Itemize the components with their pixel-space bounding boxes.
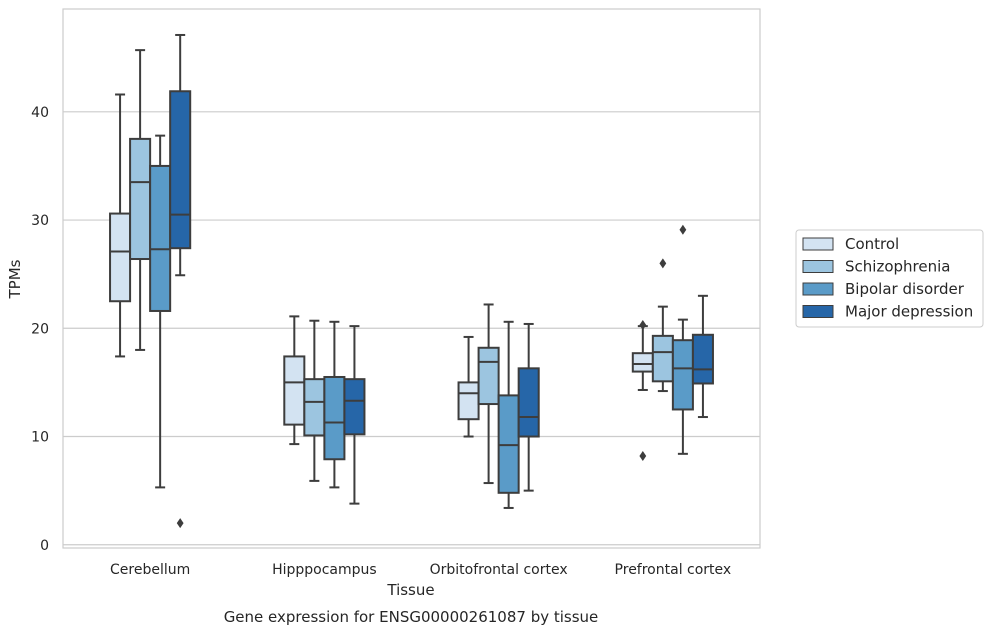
box-group (323, 320, 346, 489)
outlier-point (639, 451, 647, 462)
box-group (283, 315, 306, 446)
legend-frame (795, 229, 984, 328)
box (169, 90, 192, 250)
box (129, 137, 152, 261)
box (303, 378, 326, 437)
legend-label: Schizophrenia (845, 258, 950, 276)
y-tick-label: 40 (31, 105, 49, 121)
outlier-point (679, 224, 687, 235)
box (631, 352, 654, 373)
y-tick-label: 20 (31, 321, 49, 337)
x-axis-title: Tissue (386, 581, 434, 599)
legend-label: Bipolar disorder (845, 280, 965, 298)
legend-items: Control Schizophrenia Bipolar disorder Majo… (802, 235, 973, 321)
box-layer (109, 33, 714, 529)
box-group (169, 33, 192, 529)
x-tick-labels: Cerebellum Hipppocampus Orbitofrontal cort… (110, 562, 731, 578)
box (691, 333, 714, 385)
box-group (691, 294, 714, 419)
box-group (671, 224, 694, 455)
box (149, 164, 172, 312)
box-group (303, 319, 326, 482)
legend-swatch (802, 237, 834, 251)
outlier-point (176, 518, 184, 529)
box-group (109, 93, 132, 358)
box-group (457, 335, 480, 438)
box (283, 355, 306, 426)
box-group (129, 49, 152, 351)
x-tick-label: Orbitofrontal cortex (430, 562, 568, 578)
box (323, 375, 346, 461)
chart-caption: Gene expression for ENSG00000261087 by t… (224, 608, 599, 626)
box (109, 212, 132, 303)
box (671, 339, 694, 411)
x-tick-label: Hipppocampus (272, 562, 377, 578)
box-group (651, 258, 674, 393)
legend: Control Schizophrenia Bipolar disorder Majo… (795, 229, 984, 328)
y-tick-label: 10 (31, 430, 49, 446)
legend-swatch (802, 305, 834, 318)
x-tick-label: Prefrontal cortex (615, 562, 732, 578)
box-group (477, 303, 500, 485)
y-tick-label: 30 (31, 213, 49, 229)
y-axis-title: TPMs (6, 259, 24, 299)
box (477, 346, 500, 406)
box-group (631, 320, 654, 462)
plot-frame (62, 8, 761, 549)
box-group (517, 322, 540, 492)
box (343, 378, 366, 436)
box-group (497, 320, 520, 509)
box (457, 381, 480, 421)
box (497, 394, 520, 494)
box (651, 334, 674, 383)
legend-swatch (802, 260, 834, 273)
legend-swatch (802, 282, 834, 296)
box (517, 367, 540, 438)
y-tick-labels: 0 10 20 30 40 (31, 105, 49, 554)
y-tick-label: 0 (40, 538, 49, 554)
legend-label: Major depression (845, 303, 973, 321)
outlier-point (659, 258, 667, 269)
box-group (343, 325, 366, 505)
x-tick-label: Cerebellum (110, 562, 190, 578)
legend-label: Control (845, 235, 899, 253)
box-group (149, 134, 172, 489)
outlier-point (639, 320, 647, 331)
